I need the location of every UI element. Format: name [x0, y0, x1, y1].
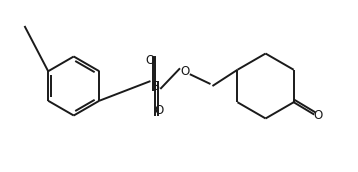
Text: O: O	[155, 104, 164, 117]
Text: O: O	[314, 109, 323, 122]
Text: O: O	[180, 65, 189, 78]
Text: O: O	[146, 54, 155, 67]
Text: S: S	[151, 79, 159, 93]
